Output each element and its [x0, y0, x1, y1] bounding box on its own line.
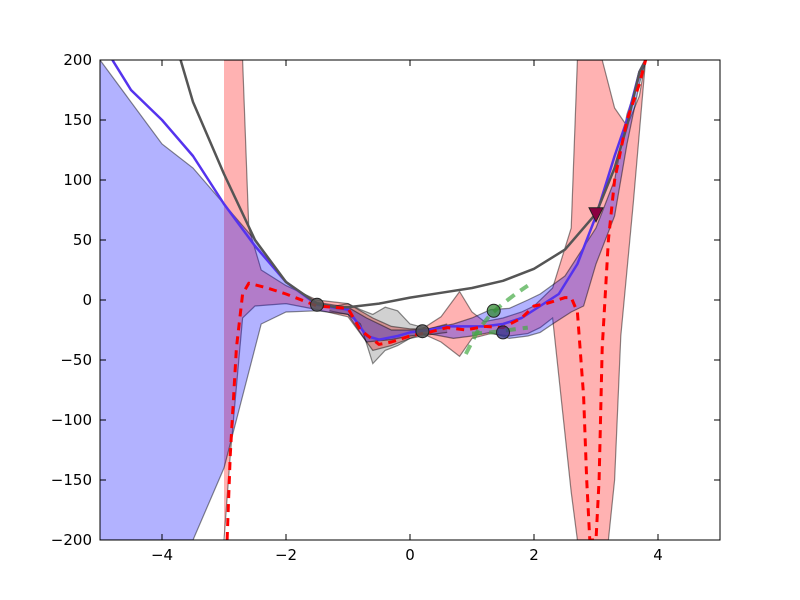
y-tick-label: −200 — [51, 531, 92, 549]
y-tick-label: 0 — [82, 291, 92, 309]
marker-circle-2 — [486, 303, 501, 318]
marker-circle-3 — [496, 325, 510, 340]
y-tick-label: −100 — [51, 411, 92, 429]
marker-triangle-4 — [588, 207, 604, 223]
series-line-1 — [179, 60, 647, 309]
marker-circle-0 — [310, 297, 324, 312]
y-tick-label: 150 — [63, 111, 92, 129]
y-tick-label: 100 — [63, 171, 92, 189]
band-fill-2 — [329, 303, 448, 364]
band-lower-edge-1 — [100, 60, 647, 540]
data-markers — [310, 207, 604, 340]
axis-ticks: −4 −2 0 2 4 −200 −150 −100 −50 0 50 100 150 200 — [51, 51, 720, 564]
x-tick-label: 4 — [653, 546, 663, 564]
band-fill-1 — [100, 60, 646, 540]
band-lower-edge-0 — [223, 60, 647, 540]
x-tick-label: 2 — [529, 546, 539, 564]
x-tick-label: −2 — [275, 546, 297, 564]
y-tick-label: 50 — [73, 231, 92, 249]
marker-circle-1 — [415, 324, 430, 339]
x-tick-label: 0 — [405, 546, 415, 564]
x-tick-label: −4 — [151, 546, 173, 564]
series-line-4 — [471, 325, 529, 336]
y-tick-label: −150 — [51, 471, 92, 489]
band-upper-edge-0 — [224, 60, 647, 330]
y-tick-label: 200 — [63, 51, 92, 69]
y-tick-label: −50 — [60, 351, 92, 369]
